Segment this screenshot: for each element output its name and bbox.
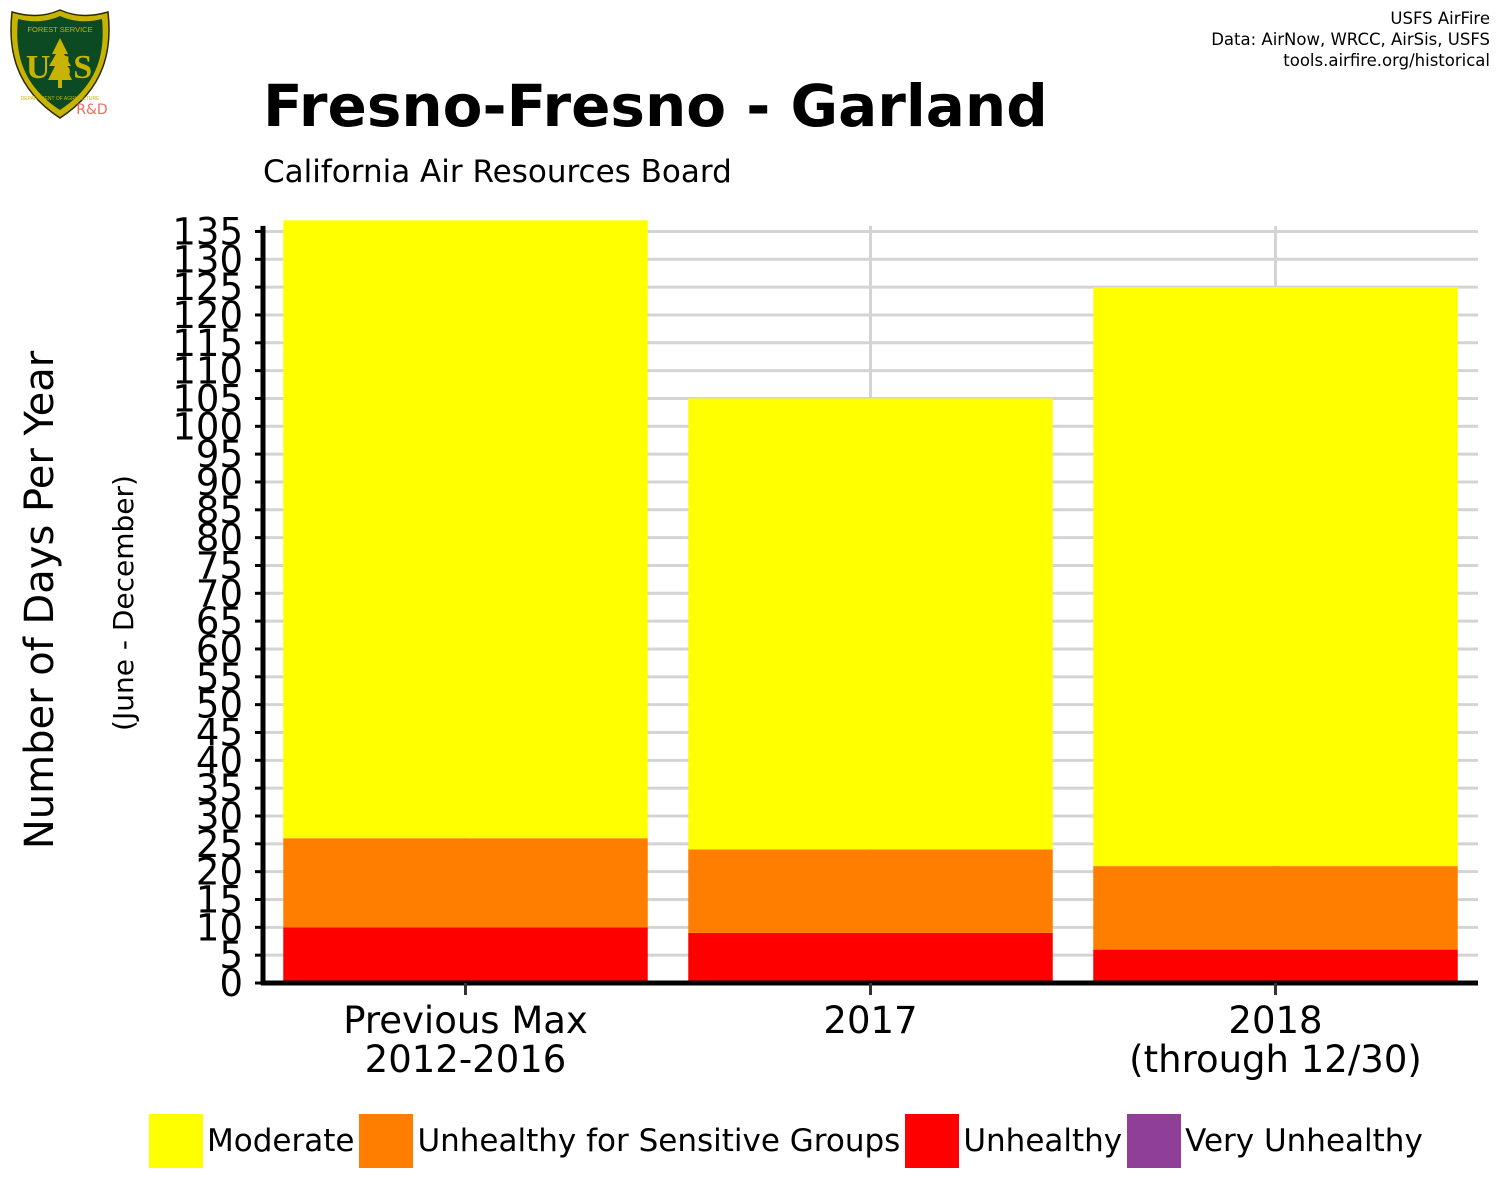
legend-label: Very Unhealthy: [1185, 1123, 1423, 1159]
credit-line: tools.airfire.org/historical: [1283, 51, 1490, 70]
legend-label: Unhealthy: [963, 1123, 1123, 1159]
logo-rd-tag: R&D: [76, 102, 107, 118]
x-tick-label: 2017: [823, 999, 917, 1042]
legend-item-usg: Unhealthy for Sensitive Groups: [359, 1114, 905, 1168]
y-tick-label: 5: [219, 934, 243, 977]
y-tick-label: 80: [196, 517, 243, 560]
legend-swatch: [359, 1114, 414, 1168]
x-tick-label: 2018: [1228, 999, 1322, 1042]
y-tick-label: 130: [172, 238, 243, 281]
tree-icon: [48, 38, 72, 80]
legend-item-very-unhealthy: Very Unhealthy: [1127, 1114, 1428, 1168]
y-tick-label: 50: [196, 684, 243, 727]
bar-segment: [283, 220, 648, 839]
y-tick-label: 15: [196, 878, 243, 921]
y-tick-label: 55: [196, 656, 243, 699]
chart-subtitle: California Air Resources Board: [263, 154, 732, 190]
bars: [283, 220, 1458, 983]
credit-line: Data: AirNow, WRCC, AirSis, USFS: [1211, 30, 1490, 49]
y-tick-label: 25: [196, 823, 243, 866]
y-tick-label: 45: [196, 711, 243, 754]
y-tick-label: 10: [196, 906, 243, 949]
x-tick-label: Previous Max: [343, 999, 588, 1042]
bar-segment: [688, 398, 1053, 850]
y-tick-label: 75: [196, 544, 243, 587]
bar-segment: [1093, 949, 1458, 983]
legend: Moderate Unhealthy for Sensitive Groups …: [149, 1114, 1428, 1168]
bar-segment: [688, 849, 1053, 933]
y-tick-label: 90: [196, 461, 243, 504]
legend-label: Moderate: [207, 1123, 355, 1159]
legend-label: Unhealthy for Sensitive Groups: [417, 1123, 901, 1159]
y-tick-label: 40: [196, 739, 243, 782]
y-tick-label: 85: [196, 489, 243, 532]
y-axis-title: Number of Days Per Year: [17, 350, 63, 849]
bar-segment: [1093, 287, 1458, 867]
bar-segment: [283, 927, 648, 983]
bar-chart: 0510152025303540455055606570758085909510…: [17, 210, 1478, 1081]
axes: [255, 225, 1478, 995]
y-tick-label: 20: [196, 851, 243, 894]
bar-segment: [688, 932, 1053, 983]
y-tick-label: 105: [172, 377, 243, 420]
logo-bottom-text: DEPARTMENT OF AGRICULTURE: [21, 96, 100, 102]
bar-segment: [283, 838, 648, 928]
y-tick-label: 95: [196, 433, 243, 476]
y-tick-label: 35: [196, 767, 243, 810]
y-tick-label: 125: [172, 266, 243, 309]
credit-line: USFS AirFire: [1390, 9, 1490, 28]
legend-item-unhealthy: Unhealthy: [905, 1114, 1127, 1168]
y-tick-label: 30: [196, 795, 243, 838]
y-tick-label: 115: [172, 322, 243, 365]
x-tick-label: 2012-2016: [365, 1038, 567, 1081]
y-axis-subtitle: (June - December): [107, 475, 140, 731]
usfs-logo: FOREST SERVICE USS DEPARTMENT OF AGRICUL…: [10, 9, 110, 119]
y-tick-label: 65: [196, 600, 243, 643]
legend-swatch: [905, 1114, 960, 1168]
chart-title: Fresno-Fresno - Garland: [263, 72, 1048, 140]
legend-swatch: [149, 1114, 203, 1168]
y-tick-label: 70: [196, 572, 243, 615]
credits: USFS AirFire Data: AirNow, WRCC, AirSis,…: [1211, 8, 1490, 71]
bar-segment: [1093, 866, 1458, 950]
y-tick-label: 100: [172, 405, 243, 448]
logo-top-text: FOREST SERVICE: [27, 25, 92, 34]
y-tick-label: 110: [172, 350, 243, 393]
y-tick-label: 0: [219, 962, 243, 1005]
y-tick-label: 60: [196, 628, 243, 671]
y-tick-label: 135: [172, 210, 243, 253]
y-tick-label: 120: [172, 294, 243, 337]
legend-item-moderate: Moderate: [149, 1114, 359, 1168]
axis-labels: 0510152025303540455055606570758085909510…: [17, 210, 1422, 1081]
x-tick-label: (through 12/30): [1129, 1038, 1422, 1081]
legend-swatch: [1127, 1114, 1182, 1168]
